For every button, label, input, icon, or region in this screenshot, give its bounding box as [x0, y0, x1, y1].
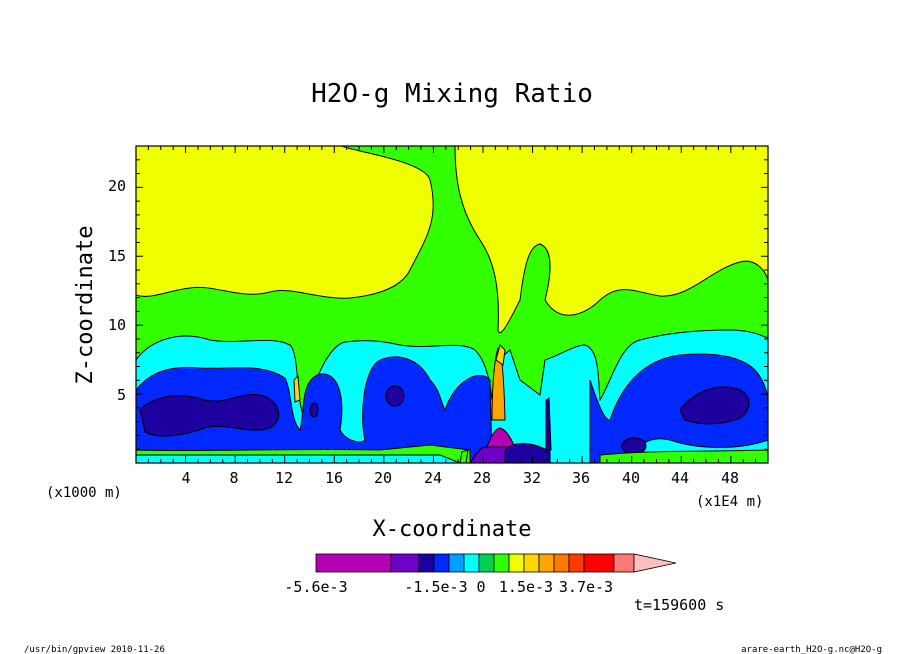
colorbar-swatch: [508, 553, 525, 573]
contour-navy-low: [621, 437, 647, 455]
colorbar-label: 1.5e-3: [499, 578, 553, 596]
contour-orange-plume: [491, 347, 506, 421]
contour-yellow-plume: [495, 344, 506, 366]
y-tick-label: 20: [108, 177, 126, 195]
colorbar-label: 3.7e-3: [559, 578, 613, 596]
chart-title: H2O-g Mixing Ratio: [311, 79, 593, 109]
y-tick-label: 15: [108, 247, 126, 265]
contour-blue-right: [589, 353, 768, 463]
x-tick-marks: [147, 146, 757, 463]
contour-column-right: [545, 397, 552, 453]
x-tick-label: 36: [572, 469, 590, 487]
colorbar-swatch: [448, 553, 465, 573]
x-unit-left: (x1000 m): [46, 485, 122, 501]
colorbar-swatch: [568, 553, 585, 573]
contour-navy-left: [139, 394, 280, 437]
colorbar-label: -5.6e-3: [284, 578, 347, 596]
x-tick-label: 32: [523, 469, 541, 487]
x-tick-label: 24: [424, 469, 442, 487]
x-tick-label: 48: [721, 469, 739, 487]
contour-ground-cyan: [136, 454, 461, 463]
x-tick-label: 12: [275, 469, 293, 487]
colorbar-swatch: [315, 553, 392, 573]
colorbar-swatch: [478, 553, 495, 573]
colorbar-swatch: [463, 553, 480, 573]
contour-navy-right: [679, 386, 750, 425]
colorbar-swatch: [390, 553, 420, 573]
x-tick-label: 40: [622, 469, 640, 487]
contour-column-yellow: [293, 374, 301, 403]
y-axis-label: Z-coordinate: [73, 226, 98, 385]
y-tick-marks: [136, 159, 768, 450]
contour-navy-core: [504, 443, 551, 463]
x-tick-label: 28: [473, 469, 491, 487]
time-label: t=159600 s: [634, 596, 724, 614]
contour-ground-right: [599, 449, 768, 463]
colorbar-swatch: [553, 553, 570, 573]
x-tick-label: 4: [181, 469, 190, 487]
colorbar-swatch: [613, 553, 635, 573]
plot-frame: [135, 145, 769, 464]
x-tick-label: 16: [325, 469, 343, 487]
y-tick-label: 10: [108, 316, 126, 334]
colorbar-label: -1.5e-3: [404, 578, 467, 596]
footer-right: arare-earth_H2O-g.nc@H2O-g: [741, 645, 882, 654]
x-unit-right: (x1E4 m): [696, 494, 763, 510]
colorbar-swatch: [418, 553, 435, 573]
x-tick-label: 20: [374, 469, 392, 487]
y-tick-label: 5: [117, 386, 126, 404]
colorbar-arrow: [633, 553, 677, 573]
x-tick-labels: 4 8 12 16 20 24 28 32 36 40 44 48: [181, 469, 739, 487]
x-tick-label: 44: [671, 469, 689, 487]
contour-field: [136, 146, 768, 463]
colorbar: [315, 553, 677, 573]
contour-navy-dot: [309, 402, 319, 418]
x-axis-label: X-coordinate: [373, 517, 532, 542]
colorbar-swatch: [538, 553, 555, 573]
x-tick-label: 8: [229, 469, 238, 487]
y-tick-labels: 5 10 15 20: [108, 177, 126, 404]
contour-navy-small: [385, 385, 405, 407]
footer-left: /usr/bin/gpview 2010-11-26: [24, 645, 165, 654]
colorbar-label: 0: [476, 578, 485, 596]
colorbar-swatch: [493, 553, 510, 573]
colorbar-swatch: [433, 553, 450, 573]
colorbar-swatch: [523, 553, 540, 573]
contour-small-green: [459, 449, 469, 463]
colorbar-swatch: [583, 553, 615, 573]
